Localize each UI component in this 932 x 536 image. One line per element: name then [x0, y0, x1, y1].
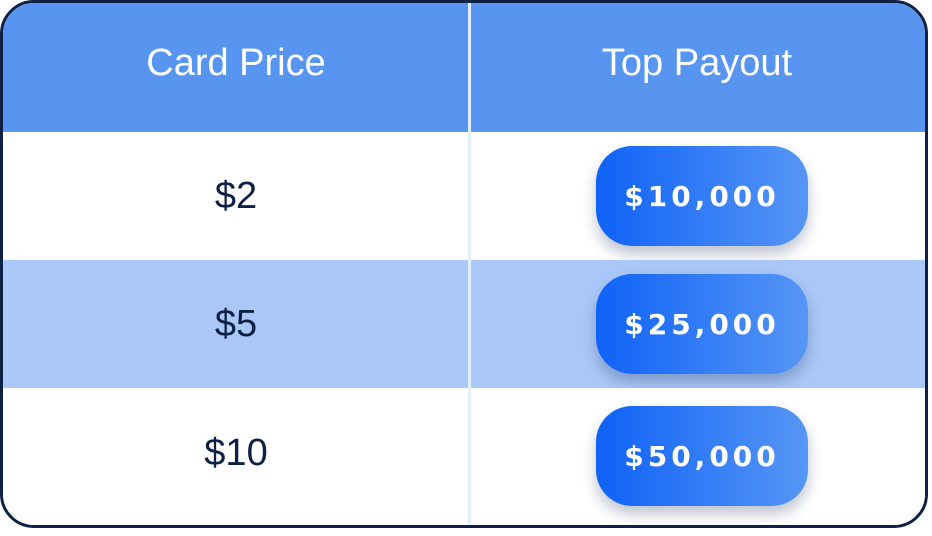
- payout-badge: $50,000: [596, 406, 808, 506]
- header-label-top-payout: Top Payout: [601, 42, 793, 84]
- top-payout-value: $50,000: [624, 439, 780, 473]
- payout-cell: $50,000: [469, 388, 925, 525]
- payout-cell: $25,000: [469, 260, 925, 388]
- payout-badge: $25,000: [596, 274, 808, 374]
- column-divider: [468, 3, 471, 525]
- card-price-value: $10: [204, 432, 268, 474]
- price-cell: $10: [3, 388, 469, 525]
- price-cell: $2: [3, 132, 469, 260]
- table-header-row: Card Price Top Payout: [3, 3, 925, 132]
- header-label-card-price: Card Price: [146, 42, 326, 84]
- price-cell: $5: [3, 260, 469, 388]
- top-payout-value: $10,000: [624, 179, 780, 213]
- top-payout-value: $25,000: [624, 307, 780, 341]
- payout-badge: $10,000: [596, 146, 808, 246]
- payout-cell: $10,000: [469, 132, 925, 260]
- table-row: $5 $25,000: [3, 260, 925, 388]
- header-cell-card-price: Card Price: [3, 3, 469, 132]
- header-cell-top-payout: Top Payout: [469, 3, 925, 132]
- table-row: $10 $50,000: [3, 388, 925, 525]
- card-price-value: $2: [214, 174, 258, 217]
- table-row: $2 $10,000: [3, 132, 925, 260]
- card-price-value: $5: [214, 302, 258, 345]
